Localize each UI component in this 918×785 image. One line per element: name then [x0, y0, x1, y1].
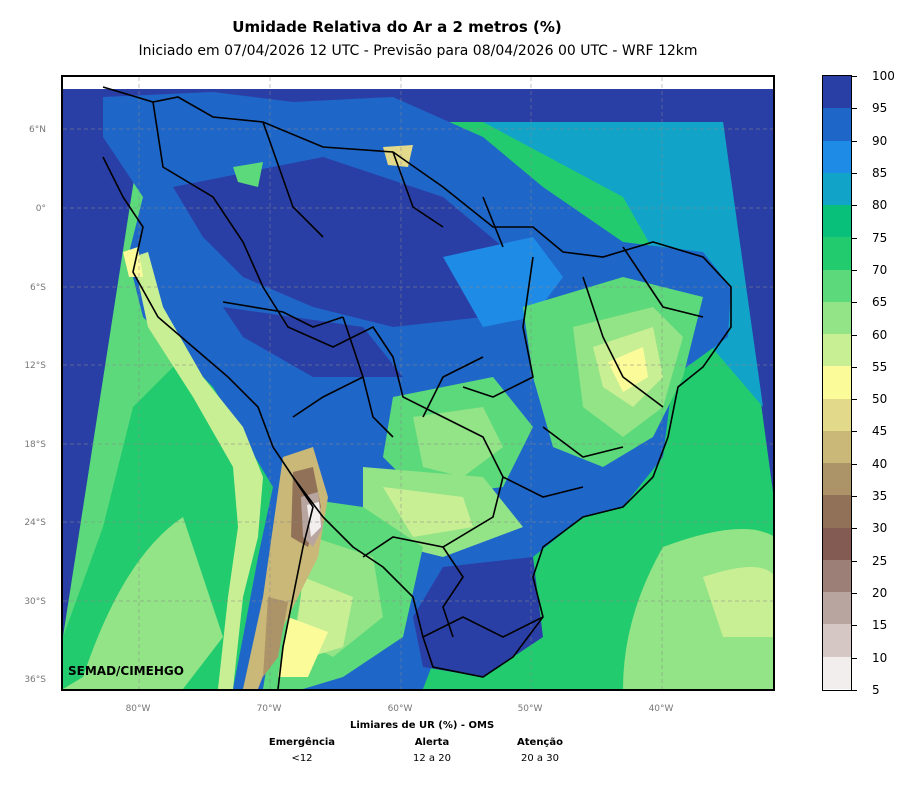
- colorbar-segment: [823, 334, 851, 367]
- colorbar-tick-label: 100: [872, 69, 895, 83]
- colorbar-segment: [823, 366, 851, 399]
- colorbar-tick-label: 85: [872, 165, 888, 180]
- colorbar-segment: [823, 430, 851, 463]
- lon-label: 40°W: [648, 704, 674, 714]
- colorbar-tick-label: 40: [872, 456, 888, 471]
- threshold-name: Emergência: [268, 737, 336, 748]
- colorbar-tick-mark: [852, 205, 857, 207]
- colorbar-tick-label: 80: [872, 198, 888, 213]
- colorbar-tick-label: 55: [872, 359, 888, 374]
- colorbar-segment: [823, 656, 851, 689]
- threshold-name: Atenção: [517, 737, 563, 748]
- colorbar-tick-mark: [852, 302, 857, 304]
- colorbar-tick-label: 35: [872, 489, 888, 504]
- colorbar-tick-mark: [852, 366, 857, 368]
- colorbar-tick-label: 25: [872, 553, 888, 568]
- colorbar-tick-mark: [852, 463, 857, 465]
- colorbar-tick-label: 45: [872, 424, 888, 439]
- colorbar-segment: [823, 76, 851, 109]
- credit-label: SEMAD/CIMEHGO: [68, 664, 184, 678]
- colorbar-segment: [823, 205, 851, 238]
- colorbar-tick-mark: [852, 625, 857, 627]
- colorbar: [822, 75, 852, 691]
- colorbar-tick-mark: [852, 140, 857, 142]
- colorbar-tick-mark: [852, 108, 857, 110]
- colorbar-tick-label: 75: [872, 230, 888, 245]
- colorbar-segment: [823, 140, 851, 173]
- colorbar-tick-mark: [852, 560, 857, 562]
- colorbar-tick-mark: [852, 334, 857, 336]
- threshold-alert: Alerta 12 a 20: [382, 737, 482, 764]
- colorbar-tick-label: 15: [872, 618, 888, 633]
- colorbar-segment: [823, 237, 851, 270]
- colorbar-tick-label: 20: [872, 586, 888, 601]
- lat-label: 30°S: [24, 597, 46, 607]
- colorbar-segment: [823, 624, 851, 657]
- lat-label: 6°N: [29, 125, 46, 135]
- lon-label: 50°W: [517, 704, 543, 714]
- colorbar-segment: [823, 592, 851, 625]
- lon-label: 70°W: [256, 704, 282, 714]
- threshold-attention: Atenção 20 a 30: [490, 737, 590, 764]
- lat-label: 24°S: [24, 518, 46, 528]
- colorbar-segment: [823, 495, 851, 528]
- colorbar-tick-mark: [852, 657, 857, 659]
- map-panel: [61, 75, 775, 691]
- threshold-value: <12: [291, 753, 313, 764]
- colorbar-tick-label: 10: [872, 650, 888, 665]
- colorbar-tick-label: 65: [872, 295, 888, 310]
- humidity-map: [63, 77, 773, 689]
- colorbar-segment: [823, 559, 851, 592]
- thresholds-title: Limiares de UR (%) - OMS: [350, 720, 495, 731]
- colorbar-segment: [823, 269, 851, 302]
- lat-label: 36°S: [24, 675, 46, 685]
- lat-label: 6°S: [30, 283, 46, 293]
- lat-label: 18°S: [24, 440, 46, 450]
- colorbar-tick-mark: [852, 690, 857, 691]
- lon-label: 80°W: [125, 704, 151, 714]
- colorbar-tick-label: 30: [872, 521, 888, 536]
- map-subtitle: Iniciado em 07/04/2026 12 UTC - Previsão…: [138, 43, 698, 59]
- colorbar-tick-label: 90: [872, 133, 888, 148]
- colorbar-tick-mark: [852, 496, 857, 498]
- colorbar-tick-mark: [852, 431, 857, 433]
- colorbar-tick-label: 60: [872, 327, 888, 342]
- colorbar-tick-label: 50: [872, 392, 888, 407]
- threshold-name: Alerta: [414, 737, 450, 748]
- threshold-value: 12 a 20: [413, 753, 451, 764]
- colorbar-tick-mark: [852, 237, 857, 239]
- threshold-emergency: Emergência <12: [252, 737, 352, 764]
- colorbar-tick-mark: [852, 528, 857, 530]
- colorbar-segment: [823, 172, 851, 205]
- colorbar-tick-mark: [852, 269, 857, 271]
- borders: [102, 86, 732, 689]
- threshold-value: 20 a 30: [521, 753, 559, 764]
- colorbar-segment: [823, 108, 851, 141]
- colorbar-segment: [823, 463, 851, 496]
- lat-label: 0°: [35, 204, 46, 214]
- lat-label: 12°S: [24, 361, 46, 371]
- colorbar-tick-label: 70: [872, 262, 888, 277]
- colorbar-tick-mark: [852, 76, 857, 77]
- colorbar-tick-label: 5: [872, 683, 880, 697]
- colorbar-tick-mark: [852, 593, 857, 595]
- map-title: Umidade Relativa do Ar a 2 metros (%): [232, 18, 562, 36]
- colorbar-segment: [823, 398, 851, 431]
- colorbar-tick-mark: [852, 399, 857, 401]
- colorbar-segment: [823, 301, 851, 334]
- lon-label: 60°W: [387, 704, 413, 714]
- colorbar-tick-mark: [852, 172, 857, 174]
- colorbar-segment: [823, 527, 851, 560]
- colorbar-tick-label: 95: [872, 101, 888, 116]
